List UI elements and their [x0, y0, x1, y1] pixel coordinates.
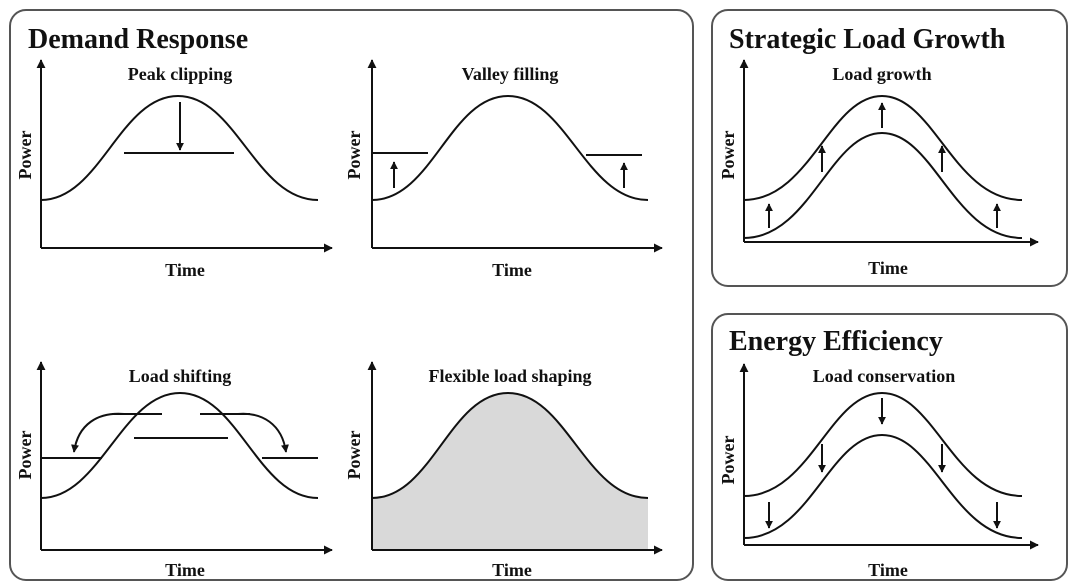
peak-clipping-xlabel: Time [165, 260, 205, 280]
valley-filling-xlabel: Time [492, 260, 532, 280]
load-conservation-title: Load conservation [813, 366, 956, 386]
load-curve [40, 391, 319, 499]
flexible-load-shaping-ylabel: Power [344, 431, 364, 480]
load-growth-ylabel: Power [718, 131, 738, 180]
load-curve [371, 391, 649, 499]
load-curve [40, 94, 319, 201]
valley-filling-title: Valley filling [462, 64, 559, 84]
chart-load-conservation: Load conservation Time Power [718, 363, 1039, 580]
strategic-load-growth-panel [711, 9, 1068, 287]
grown-load-curve [743, 94, 1023, 201]
flexible-load-shaping-title: Flexible load shaping [428, 366, 591, 386]
original-load-curve [743, 391, 1023, 497]
shaded-load-area [372, 393, 648, 550]
original-load-curve [743, 131, 1023, 239]
conserved-load-curve [743, 433, 1023, 539]
chart-peak-clipping: Peak clipping Time Power [15, 59, 333, 280]
load-conservation-ylabel: Power [718, 436, 738, 485]
shift-arrow-left [71, 412, 125, 453]
chart-flexible-load-shaping: Flexible load shaping Time Power [344, 361, 663, 580]
chart-valley-filling: Valley filling Time Power [344, 59, 663, 280]
energy-efficiency-panel [711, 313, 1068, 581]
strategic-load-growth-title: Strategic Load Growth [729, 24, 1006, 55]
chart-load-growth: Load growth Time Power [718, 59, 1039, 278]
load-shifting-xlabel: Time [165, 560, 205, 580]
energy-efficiency-title: Energy Efficiency [729, 326, 943, 357]
flexible-load-shaping-xlabel: Time [492, 560, 532, 580]
peak-clipping-title: Peak clipping [128, 64, 233, 84]
load-shifting-title: Load shifting [129, 366, 232, 386]
load-growth-xlabel: Time [868, 258, 908, 278]
shift-arrow-right [237, 412, 289, 453]
demand-response-title: Demand Response [28, 24, 248, 55]
load-conservation-xlabel: Time [868, 560, 908, 580]
demand-response-panel [9, 9, 694, 581]
chart-load-shifting: Load shifting Time Power [15, 361, 333, 580]
load-growth-title: Load growth [832, 64, 931, 84]
peak-clipping-ylabel: Power [15, 131, 35, 180]
load-shifting-ylabel: Power [15, 431, 35, 480]
load-curve [371, 94, 649, 201]
valley-filling-ylabel: Power [344, 131, 364, 180]
